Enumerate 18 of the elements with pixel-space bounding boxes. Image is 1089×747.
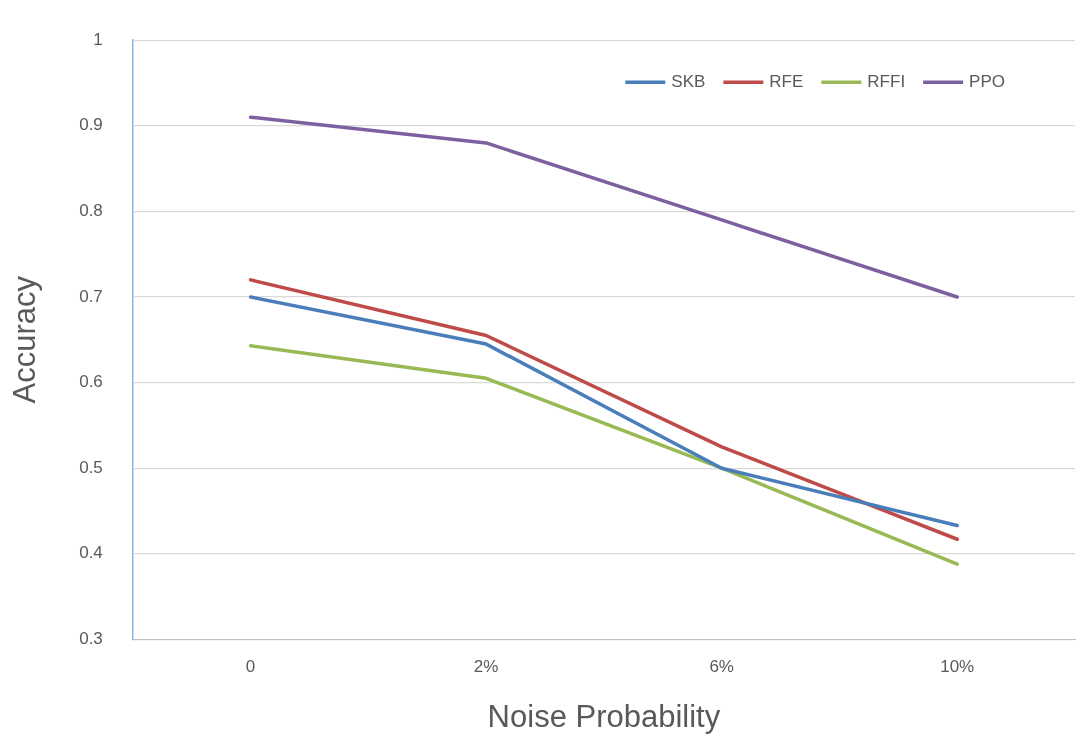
x-tick-label: 6% bbox=[709, 657, 734, 677]
y-tick-label: 0.7 bbox=[79, 286, 103, 306]
y-tick-label: 1 bbox=[93, 29, 103, 49]
legend-label: PPO bbox=[969, 71, 1006, 91]
y-tick-label: 0.9 bbox=[79, 115, 103, 135]
legend-label: SKB bbox=[671, 71, 706, 91]
legend-label: RFE bbox=[769, 71, 804, 91]
x-axis-title: Noise Probability bbox=[487, 698, 721, 734]
y-tick-label: 0.3 bbox=[79, 629, 103, 649]
y-tick-label: 0.4 bbox=[79, 543, 103, 563]
x-tick-label: 2% bbox=[473, 657, 499, 677]
y-tick-label: 0.8 bbox=[79, 201, 103, 221]
y-tick-label: 0.5 bbox=[79, 457, 103, 477]
y-axis-title: Accuracy bbox=[7, 275, 43, 404]
y-tick-label: 0.6 bbox=[79, 372, 103, 392]
legend-label: RFFI bbox=[867, 71, 906, 91]
x-tick-label: 0 bbox=[245, 657, 256, 677]
x-tick-label: 10% bbox=[940, 657, 975, 677]
